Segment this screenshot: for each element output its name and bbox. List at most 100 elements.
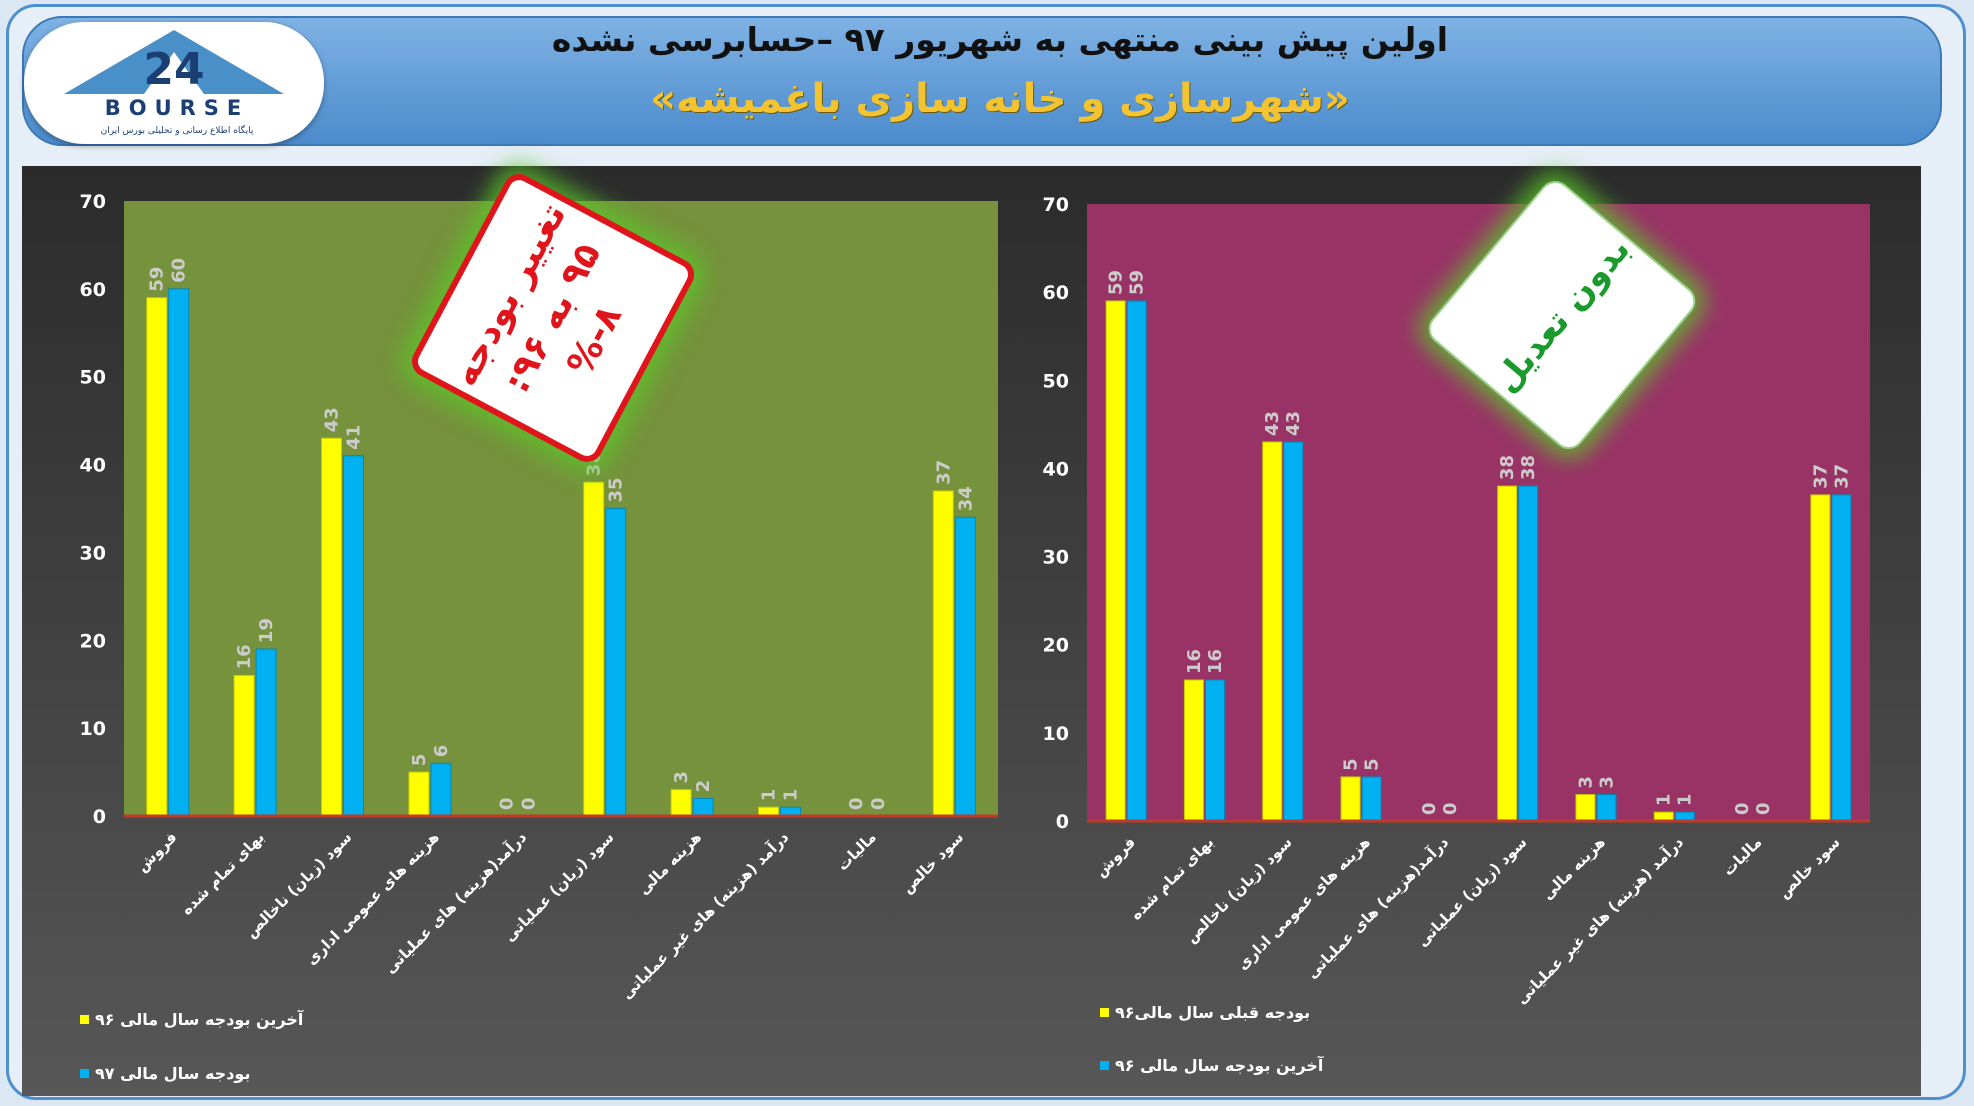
category-label: سود خالص [898, 828, 967, 897]
y-tick-label: 60 [80, 279, 106, 301]
company-name: «شهرسازی و خانه سازی باغمیشه» [650, 76, 1350, 122]
category-label: درآمد (هزینه) های غیر عملیاتی [1512, 833, 1687, 1008]
y-tick-label: 50 [80, 367, 106, 389]
bar-cyan [692, 797, 714, 817]
bar-yellow [146, 297, 168, 817]
data-label: 34 [955, 486, 976, 511]
data-label: 38 [1497, 455, 1518, 480]
data-label: 0 [1753, 802, 1774, 815]
category-label: مالیات [833, 828, 879, 874]
y-tick-label: 30 [1043, 547, 1069, 569]
category-label: فروش [1091, 833, 1139, 881]
data-label: 1 [1675, 794, 1696, 807]
y-tick-label: 60 [1043, 282, 1069, 304]
legend-left-yellow: آخرین بودجه سال مالی ۹۶ [80, 1010, 303, 1029]
data-label: 1 [1654, 794, 1675, 807]
data-label: 43 [1262, 411, 1283, 436]
bar-cyan [1204, 679, 1225, 822]
data-label: 37 [1810, 464, 1831, 489]
data-label: 37 [933, 460, 954, 485]
bar-cyan [954, 516, 976, 817]
bar-yellow [1575, 794, 1596, 822]
data-label: 59 [147, 267, 168, 292]
data-label: 3 [1596, 776, 1617, 789]
legend-swatch-cyan [80, 1069, 89, 1078]
y-tick-label: 0 [1056, 811, 1069, 833]
category-label: درآمد (هزینه) های غیر عملیاتی [618, 828, 793, 1003]
header-banner [22, 16, 1942, 146]
data-label: 3 [671, 771, 692, 784]
legend-left-cyan: بودجه سال مالی ۹۷ [80, 1064, 250, 1083]
data-label: 19 [256, 618, 277, 643]
data-label: 3 [1575, 776, 1596, 789]
data-label: 0 [846, 797, 867, 810]
data-label: 1 [759, 789, 780, 802]
data-label: 16 [1205, 649, 1226, 674]
bar-cyan [1518, 485, 1539, 822]
legend-label: آخرین بودجه سال مالی ۹۶ [1115, 1056, 1324, 1075]
data-label: 59 [1127, 270, 1148, 295]
bar-yellow [1340, 776, 1361, 822]
bar-cyan [1831, 494, 1852, 822]
bar-yellow [1183, 679, 1204, 822]
y-tick-label: 10 [80, 718, 106, 740]
category-label: هزینه مالی [635, 828, 705, 898]
data-label: 16 [234, 644, 255, 669]
category-label: درآمد(هزینه) های عملیاتی [381, 828, 530, 977]
svg-text:24: 24 [143, 44, 204, 95]
category-label: مالیات [1719, 833, 1765, 879]
category-label: بهای تمام شده [1127, 833, 1217, 923]
data-label: 0 [496, 797, 517, 810]
data-label: 0 [1440, 802, 1461, 815]
category-label: درآمد(هزینه) های عملیاتی [1303, 833, 1452, 982]
data-label: 0 [518, 797, 539, 810]
bar-yellow [321, 437, 342, 817]
data-label: 37 [1831, 464, 1852, 489]
legend-swatch-cyan [1100, 1061, 1109, 1070]
bar-yellow [1105, 300, 1126, 822]
bar-cyan [255, 648, 277, 817]
data-label: 1 [781, 789, 802, 802]
bar-yellow [1497, 485, 1518, 822]
data-label: 41 [344, 425, 365, 450]
data-label: 38 [1518, 455, 1539, 480]
legend-swatch-yellow [1100, 1008, 1109, 1017]
legend-label: بودجه سال مالی ۹۷ [95, 1064, 251, 1083]
legend-label: بودجه قبلی سال مالی۹۶ [1115, 1003, 1311, 1022]
category-label: سود خالص [1775, 833, 1844, 902]
data-label: 35 [606, 477, 627, 502]
category-label: هزینه های عمومی اداری [1233, 833, 1373, 973]
bar-cyan [1126, 300, 1147, 822]
data-label: 0 [868, 797, 889, 810]
y-tick-label: 20 [80, 630, 106, 652]
bar-cyan [343, 455, 364, 817]
bar-cyan [430, 762, 452, 817]
bar-yellow [583, 481, 605, 817]
y-tick-label: 40 [1043, 458, 1069, 480]
logo-text: BOURSE [104, 96, 250, 120]
data-label: 59 [1106, 270, 1127, 295]
data-label: 0 [1732, 802, 1753, 815]
legend-swatch-yellow [80, 1015, 89, 1024]
bar-yellow [670, 789, 692, 817]
bar-yellow [932, 490, 954, 817]
y-tick-label: 50 [1043, 370, 1069, 392]
y-tick-label: 70 [80, 191, 106, 213]
data-label: 0 [1419, 802, 1440, 815]
data-label: 43 [1283, 411, 1304, 436]
data-label: 16 [1184, 649, 1205, 674]
bar-yellow [1262, 441, 1283, 822]
bar-cyan [1361, 776, 1382, 822]
bar-yellow [408, 771, 430, 817]
stamp-text: بدون تعدیل [1485, 229, 1639, 401]
logo-subtitle: پایگاه اطلاع رسانی و تحلیلی بورس ایران [100, 126, 254, 136]
bar-cyan [1596, 794, 1617, 822]
data-label: 5 [409, 754, 430, 767]
category-label: فروش [133, 828, 181, 876]
category-label: هزینه مالی [1538, 833, 1608, 903]
y-tick-label: 0 [93, 806, 106, 828]
y-tick-label: 70 [1043, 194, 1069, 216]
data-label: 5 [1362, 758, 1383, 771]
legend-label: آخرین بودجه سال مالی ۹۶ [95, 1010, 304, 1029]
y-tick-label: 40 [80, 455, 106, 477]
